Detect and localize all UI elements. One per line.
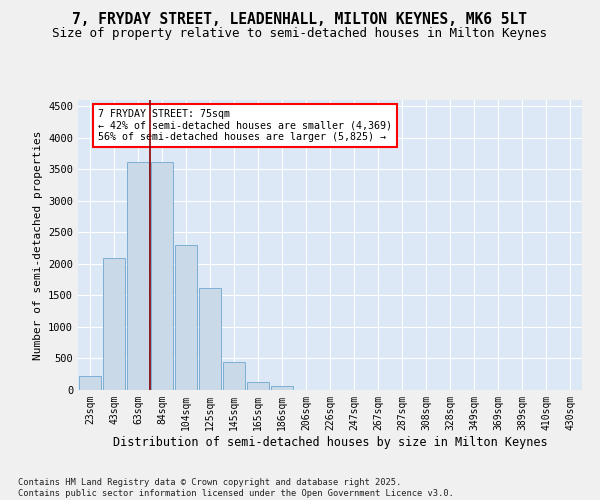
Bar [247, 382, 269, 390]
Bar [223, 362, 245, 390]
Bar [79, 376, 101, 390]
Text: 7, FRYDAY STREET, LEADENHALL, MILTON KEYNES, MK6 5LT: 7, FRYDAY STREET, LEADENHALL, MILTON KEY… [73, 12, 527, 28]
Text: Size of property relative to semi-detached houses in Milton Keynes: Size of property relative to semi-detach… [53, 28, 548, 40]
Y-axis label: Number of semi-detached properties: Number of semi-detached properties [32, 130, 43, 360]
Bar [103, 258, 125, 390]
Bar [175, 245, 197, 390]
Bar [127, 162, 149, 390]
Text: 7 FRYDAY STREET: 75sqm
← 42% of semi-detached houses are smaller (4,369)
56% of : 7 FRYDAY STREET: 75sqm ← 42% of semi-det… [98, 108, 392, 142]
Bar [271, 386, 293, 390]
Text: Contains HM Land Registry data © Crown copyright and database right 2025.
Contai: Contains HM Land Registry data © Crown c… [18, 478, 454, 498]
Bar [199, 288, 221, 390]
Bar [151, 162, 173, 390]
X-axis label: Distribution of semi-detached houses by size in Milton Keynes: Distribution of semi-detached houses by … [113, 436, 547, 448]
